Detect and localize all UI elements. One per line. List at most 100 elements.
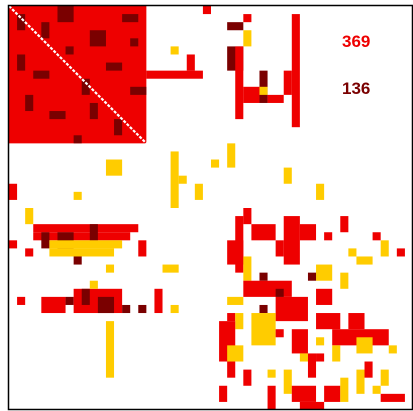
matrix-cell-yellow (243, 256, 252, 281)
matrix-cell-red (9, 240, 18, 249)
matrix-cell-dark (65, 46, 74, 55)
matrix-cell-dark (130, 86, 147, 95)
matrix-cell-red (283, 216, 300, 265)
matrix-cell-red (227, 313, 236, 322)
matrix-cell-yellow (372, 385, 381, 394)
matrix-cell-red (364, 361, 373, 378)
matrix-cell-red (186, 54, 195, 71)
matrix-cell-dark (307, 272, 317, 281)
matrix-cell-yellow (194, 183, 203, 200)
matrix-cell-red (299, 401, 325, 410)
matrix-cell-yellow (283, 167, 292, 184)
matrix-cell-red (291, 14, 300, 128)
matrix-cell-red (243, 369, 252, 386)
matrix-cell-dark (130, 38, 139, 47)
matrix-cell-red (316, 353, 325, 362)
matrix-cell-red (33, 224, 139, 233)
matrix-cell-dark (89, 102, 98, 120)
matrix-cell-dark (49, 111, 66, 120)
matrix-cell-yellow (49, 248, 115, 257)
matrix-cell-yellow (340, 272, 349, 289)
matrix-cell-yellow (356, 369, 365, 394)
matrix-cell-yellow (170, 304, 179, 314)
matrix-cell-red (41, 296, 66, 314)
matrix-cell-dark (81, 78, 90, 95)
matrix-cell-red (243, 208, 252, 225)
matrix-cell-dark (33, 70, 50, 79)
matrix-cell-dark (259, 304, 268, 314)
matrix-cell-yellow (73, 191, 82, 200)
matrix-cell-yellow (178, 175, 187, 184)
matrix-cell-dark (89, 224, 98, 241)
matrix-cell-dark (73, 135, 82, 144)
matrix-cell-red (307, 353, 317, 378)
matrix-cell-yellow (356, 337, 373, 354)
matrix-cell-yellow (316, 337, 325, 346)
matrix-cell-yellow (105, 264, 115, 273)
matrix-cell-red (396, 248, 405, 257)
matrix-cell-dark (73, 256, 82, 265)
matrix-cell-yellow (227, 296, 244, 305)
matrix-cell-red (219, 385, 228, 402)
matrix-cell-red (275, 240, 284, 257)
matrix-cell-red (235, 46, 244, 120)
matrix-cell-red (227, 240, 244, 265)
matrix-cell-red (291, 329, 308, 354)
matrix-cell-yellow (211, 159, 220, 168)
matrix-cell-red (324, 385, 341, 402)
matrix-cell-red (243, 280, 292, 297)
matrix-cell-red (33, 232, 131, 241)
matrix-cell-yellow (105, 159, 123, 176)
matrix-cell-dark (138, 304, 147, 314)
matrix-cell-yellow (380, 240, 389, 257)
matrix-cell-yellow (259, 86, 268, 95)
matrix-cell-dark (122, 304, 131, 314)
legend-count-red: 369 (342, 32, 370, 51)
matrix-cell-red (348, 313, 365, 330)
diagonal-mark (8, 5, 148, 145)
matrix-cell-dark (65, 296, 74, 305)
matrix-cell-yellow (316, 264, 333, 281)
matrix-cell-yellow (170, 151, 179, 208)
matrix-cell-yellow (283, 369, 292, 394)
matrix-cell-dark (41, 232, 50, 249)
matrix-cell-yellow (380, 369, 389, 386)
matrix-cell-yellow (235, 313, 244, 330)
matrix-cell-yellow (316, 183, 325, 200)
matrix-cell-red (267, 94, 284, 103)
legend-count-dark: 136 (342, 79, 370, 98)
matrix-cell-yellow (227, 345, 244, 362)
matrix-cell-red (275, 296, 308, 322)
matrix-cell-red (324, 232, 333, 241)
matrix-cell-red (299, 224, 317, 241)
matrix-cell-dark (122, 14, 139, 23)
matrix-cell-red (243, 86, 260, 103)
matrix-cell-red (243, 14, 252, 23)
matrix-cell-red (17, 296, 26, 305)
matrix-cell-dark (25, 94, 34, 112)
matrix-cell-yellow (227, 143, 236, 168)
matrix-cell-red (227, 361, 236, 378)
matrix-cell-red (267, 385, 276, 410)
matrix-cell-yellow (340, 377, 349, 402)
matrix-cell-red (275, 329, 284, 338)
matrix-cell-red (146, 70, 203, 79)
matrix-cells (9, 6, 405, 410)
matrix-cell-red (316, 313, 341, 330)
matrix-cell-red (154, 288, 163, 314)
matrix-cell-red (138, 240, 147, 257)
matrix-cell-yellow (251, 313, 276, 346)
matrix-cell-dark (114, 119, 123, 136)
matrix-cell-dark (57, 6, 74, 23)
matrix-cell-yellow (348, 248, 357, 257)
matrix-cell-yellow (332, 345, 341, 362)
matrix-cell-dark (41, 22, 50, 39)
matrix-cell-dark (105, 62, 123, 71)
matrix-cell-dark (275, 288, 284, 297)
matrix-cell-dark (227, 22, 244, 31)
matrix-cell-yellow (170, 46, 179, 55)
matrix-cell-red (9, 183, 18, 200)
matrix-cell-dark (97, 296, 115, 314)
matrix-cell-dark (259, 272, 268, 281)
